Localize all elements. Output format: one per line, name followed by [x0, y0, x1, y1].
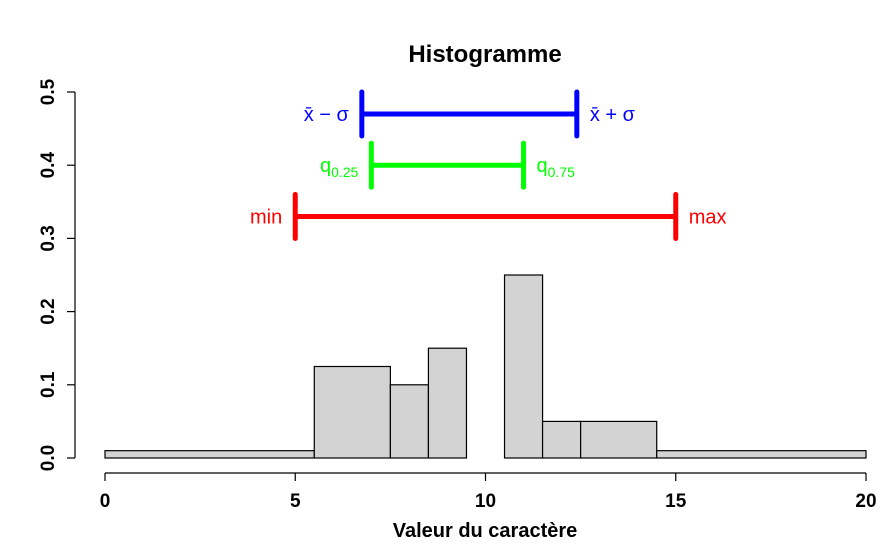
interval-left-label: q0.25: [320, 155, 359, 180]
interval-range: min max: [250, 191, 727, 241]
y-axis: 0.0 0.1 0.2 0.3 0.4 0.5: [38, 78, 76, 471]
x-tick-label: 5: [290, 491, 301, 512]
histogram-bar-6: [541, 420, 582, 459]
histogram-bar-5: [503, 274, 544, 459]
y-tick-label: 0.0: [38, 445, 59, 471]
bars-layer: [104, 274, 867, 459]
x-tick-label: 20: [855, 491, 876, 512]
y-tick-label: 0.1: [38, 371, 59, 398]
y-tick-label: 0.5: [38, 78, 59, 105]
interval-left-label: x̄ − σ: [304, 104, 350, 126]
y-tick-label: 0.4: [38, 152, 59, 179]
x-tick-label: 10: [475, 491, 496, 512]
histogram-bar-8: [656, 450, 867, 459]
x-tick-label: 15: [665, 491, 687, 512]
interval-mean_sd: x̄ − σ x̄ + σ: [304, 89, 636, 139]
x-axis-label: Valeur du caractère: [393, 520, 578, 542]
intervals-layer: x̄ − σ x̄ + σ q0.25 q0.75 min max: [250, 89, 727, 241]
x-tick-label: 0: [100, 491, 111, 512]
interval-quartiles: q0.25 q0.75: [320, 140, 576, 190]
histogram-bar-2: [389, 384, 430, 459]
y-tick-label: 0.2: [38, 298, 59, 324]
histogram-bar-7: [580, 420, 658, 459]
x-axis: 0 5 10 15 20: [100, 472, 877, 512]
histogram-bar-1: [313, 365, 391, 459]
chart-title: Histogramme: [408, 41, 561, 68]
interval-right-label: max: [689, 206, 727, 228]
interval-right-label: q0.75: [537, 155, 576, 180]
histogram-bar-0: [104, 450, 315, 459]
interval-left-label: min: [250, 206, 282, 228]
interval-right-label: x̄ + σ: [590, 104, 636, 126]
histogram-bar-3: [427, 347, 468, 459]
y-tick-label: 0.3: [38, 225, 59, 251]
